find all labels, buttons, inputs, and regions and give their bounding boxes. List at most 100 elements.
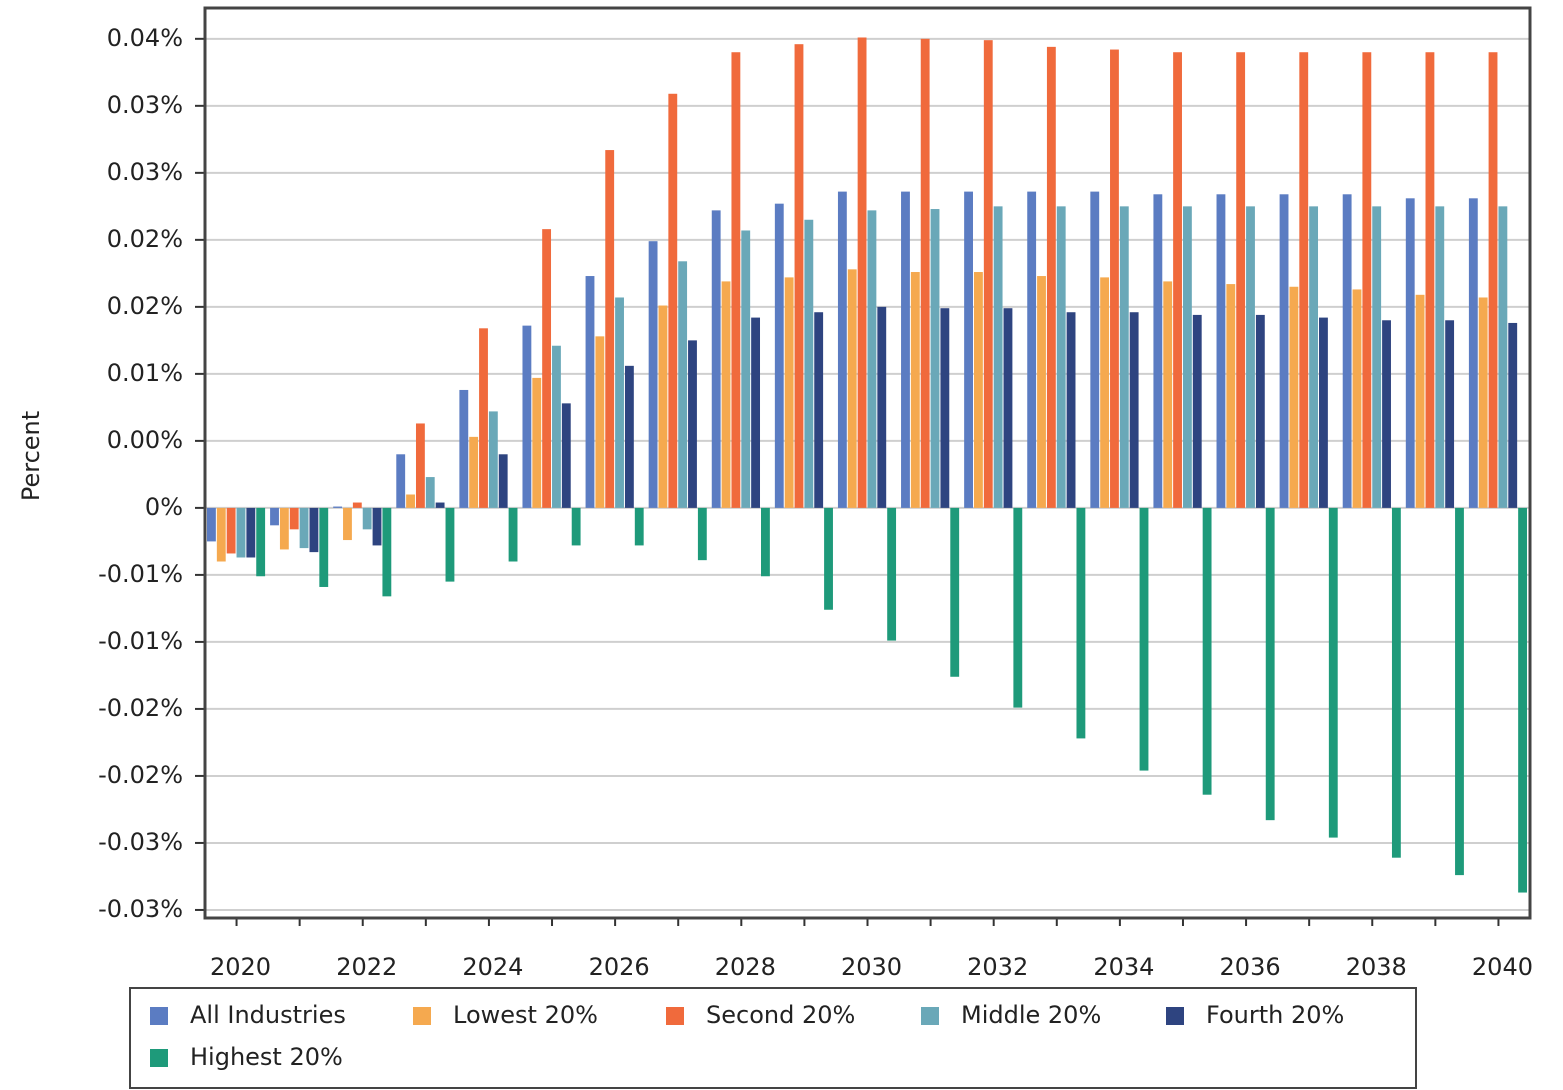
bar <box>1163 281 1173 508</box>
y-tick-label: -0.03% <box>98 895 183 923</box>
y-tick-label: 0.00% <box>107 426 183 454</box>
bar <box>1129 312 1139 508</box>
bar <box>624 365 634 508</box>
bar <box>678 261 688 508</box>
x-tick-label: 2022 <box>336 953 397 981</box>
bar <box>1236 52 1246 508</box>
y-tick-label: 0.03% <box>107 91 183 119</box>
legend-swatch <box>150 1049 168 1067</box>
bar <box>814 312 824 508</box>
bar <box>857 37 867 508</box>
bar <box>343 507 352 541</box>
bar <box>319 507 329 587</box>
x-tick-label: 2024 <box>462 953 523 981</box>
legend-swatch <box>1166 1007 1184 1025</box>
bar <box>887 507 897 641</box>
bar <box>1216 194 1226 508</box>
bar <box>983 40 993 508</box>
bar <box>1066 312 1076 508</box>
bar <box>1362 52 1372 508</box>
x-tick-label: 2030 <box>841 953 902 981</box>
y-tick-label: -0.02% <box>98 761 183 789</box>
legend-label: Fourth 20% <box>1206 1001 1344 1029</box>
y-tick-label: 0% <box>145 493 183 521</box>
bar <box>910 272 920 508</box>
y-tick-label: 0.02% <box>107 225 183 253</box>
bar <box>1299 52 1309 508</box>
bar <box>1246 206 1255 508</box>
bar <box>940 308 950 508</box>
bar <box>256 507 266 577</box>
legend-label: All Industries <box>190 1001 346 1029</box>
bar <box>605 150 615 508</box>
x-tick-label: 2020 <box>210 953 271 981</box>
y-tick-label: 0.03% <box>107 158 183 186</box>
bar <box>964 191 973 508</box>
bar <box>697 507 707 561</box>
bar <box>372 507 382 546</box>
bar <box>488 411 498 508</box>
bar <box>279 507 289 550</box>
y-tick-label: 0.01% <box>107 359 183 387</box>
y-tick-label: -0.03% <box>98 828 183 856</box>
bar <box>615 297 624 508</box>
bar <box>552 345 561 508</box>
plot-frame <box>203 6 1532 920</box>
bar <box>459 389 469 508</box>
bar <box>1279 194 1289 508</box>
bar <box>1508 322 1518 508</box>
bar <box>396 454 406 508</box>
bar <box>901 191 910 508</box>
x-tick-label: 2036 <box>1220 953 1281 981</box>
bar <box>362 507 372 530</box>
bar <box>1173 52 1182 508</box>
bar <box>1425 52 1435 508</box>
legend-box <box>129 987 1417 1089</box>
legend-swatch <box>666 1007 684 1025</box>
legend-label: Highest 20% <box>190 1043 343 1071</box>
bar <box>1027 191 1037 508</box>
bar <box>1037 276 1046 508</box>
y-tick-label: 0.02% <box>107 292 183 320</box>
bar <box>721 281 731 508</box>
bar <box>207 507 216 542</box>
bar <box>1488 52 1498 508</box>
bar <box>1003 308 1013 508</box>
bar <box>309 507 319 553</box>
bar <box>804 219 814 508</box>
x-tick-label: 2040 <box>1472 953 1533 981</box>
bar <box>1518 507 1527 893</box>
bar <box>1289 286 1299 508</box>
bar <box>930 209 940 508</box>
bar <box>711 210 721 508</box>
bar <box>1498 206 1508 508</box>
bar <box>1391 507 1401 858</box>
bar <box>1119 206 1129 508</box>
bar <box>1202 507 1212 795</box>
bar <box>920 38 930 508</box>
bar <box>1046 46 1056 508</box>
bar <box>1110 49 1119 508</box>
bar <box>246 507 256 558</box>
bar <box>585 276 595 508</box>
bar <box>824 507 833 610</box>
bar <box>226 507 236 554</box>
bar <box>508 507 518 562</box>
bar <box>352 502 362 508</box>
bar <box>1182 206 1192 508</box>
bar <box>1153 194 1163 508</box>
bar <box>415 423 425 508</box>
bar <box>1255 314 1265 508</box>
bar <box>1226 284 1236 508</box>
bar <box>1139 507 1149 771</box>
bar <box>542 229 552 508</box>
bar <box>1352 289 1362 508</box>
bar <box>1100 277 1110 508</box>
x-tick-label: 2032 <box>967 953 1028 981</box>
bar <box>731 52 741 508</box>
bar <box>837 191 847 508</box>
bar <box>1435 206 1445 508</box>
bar <box>741 230 751 508</box>
bar <box>867 210 877 508</box>
y-tick-label: 0.04% <box>107 24 183 52</box>
